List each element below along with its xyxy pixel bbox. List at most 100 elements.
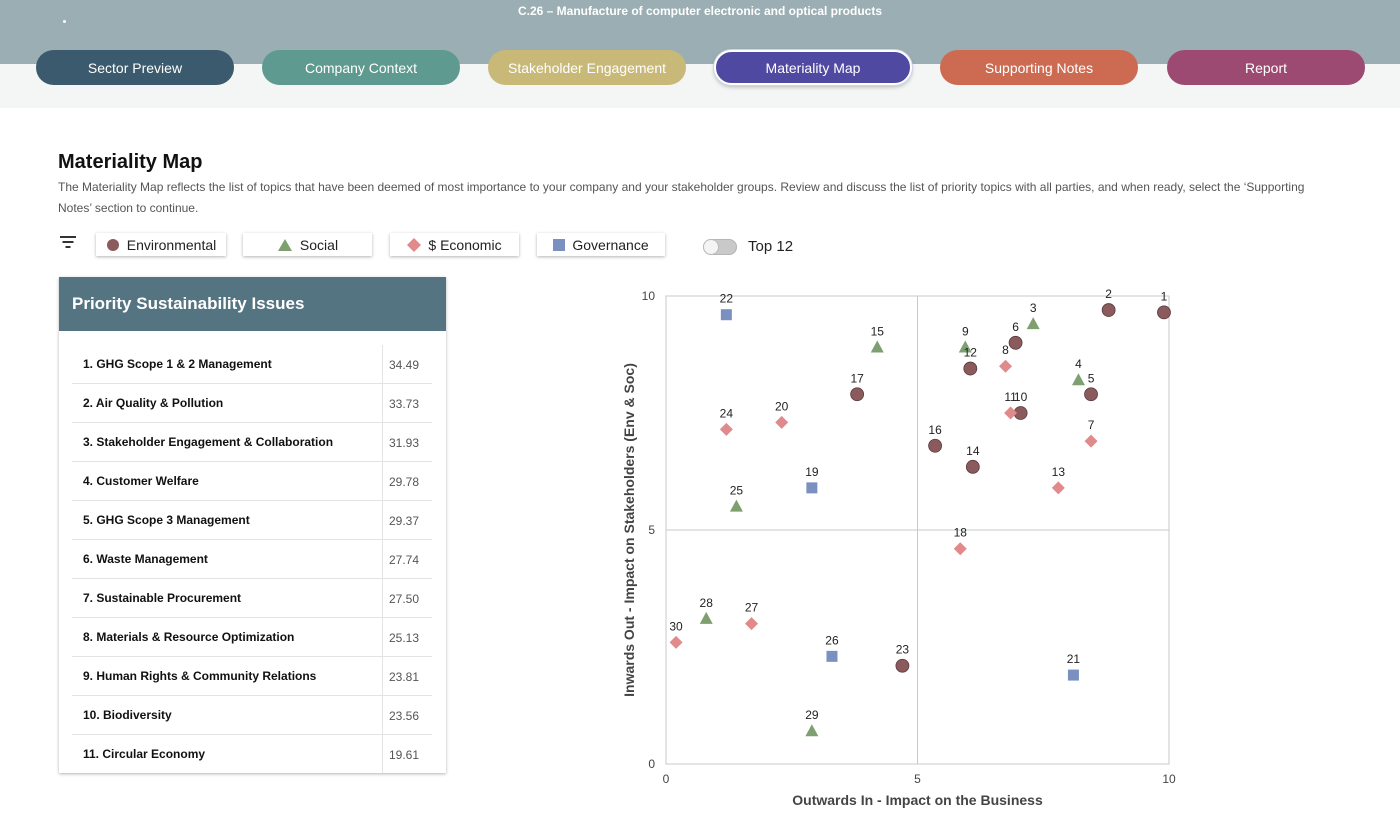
issue-row[interactable]: 3. Stakeholder Engagement & Collaboratio… xyxy=(72,423,432,462)
point-economic xyxy=(1051,481,1065,495)
point-social xyxy=(1071,373,1085,386)
point-economic xyxy=(669,635,683,649)
point-governance xyxy=(1067,669,1079,681)
legend-chip-economic[interactable]: $ Economic xyxy=(390,233,519,256)
point-label: 1 xyxy=(1161,289,1168,303)
point-economic xyxy=(953,542,967,556)
issue-row[interactable]: 5. GHG Scope 3 Management 29.37 xyxy=(72,501,432,540)
point-label: 18 xyxy=(954,526,968,540)
point-label: 19 xyxy=(805,465,819,479)
point-label: 25 xyxy=(730,484,744,498)
issue-name: 8. Materials & Resource Optimization xyxy=(83,630,295,644)
point-label: 27 xyxy=(745,601,759,615)
point-social xyxy=(1026,317,1040,330)
tab-sector-preview[interactable]: Sector Preview xyxy=(36,50,234,85)
issue-row[interactable]: 9. Human Rights & Community Relations 23.… xyxy=(72,657,432,696)
issue-score: 29.78 xyxy=(382,462,432,500)
issue-row[interactable]: 11. Circular Economy 19.61 xyxy=(72,735,432,773)
y-axis-label: Inwards Out - Impact on Stakeholders (En… xyxy=(621,363,637,697)
diamond-icon xyxy=(407,237,422,252)
point-label: 29 xyxy=(805,708,819,722)
point-environmental xyxy=(963,361,978,376)
point-environmental xyxy=(928,438,943,453)
issue-row[interactable]: 6. Waste Management 27.74 xyxy=(72,540,432,579)
square-icon xyxy=(553,238,566,251)
issue-name: 11. Circular Economy xyxy=(83,747,206,761)
point-social xyxy=(958,340,972,353)
issue-name: 4. Customer Welfare xyxy=(83,474,199,488)
point-label: 30 xyxy=(669,619,683,633)
legend-chip-governance[interactable]: Governance xyxy=(537,233,665,256)
toggle-knob xyxy=(704,240,718,254)
point-label: 5 xyxy=(1088,371,1095,385)
point-label: 4 xyxy=(1075,357,1082,371)
y-tick-label: 0 xyxy=(648,757,655,771)
point-environmental xyxy=(965,459,980,474)
point-environmental xyxy=(850,387,865,402)
point-label: 6 xyxy=(1012,320,1019,334)
issue-row[interactable]: 2. Air Quality & Pollution 33.73 xyxy=(72,384,432,423)
issue-name: 5. GHG Scope 3 Management xyxy=(83,513,250,527)
x-axis-label: Outwards In - Impact on the Business xyxy=(792,792,1043,808)
issue-row[interactable]: 8. Materials & Resource Optimization 25.1… xyxy=(72,618,432,657)
tab-company-context[interactable]: Company Context xyxy=(262,50,460,85)
issue-row[interactable]: 1. GHG Scope 1 & 2 Management 34.49 xyxy=(72,345,432,384)
point-economic xyxy=(719,422,733,436)
triangle-icon xyxy=(277,238,292,251)
point-label: 15 xyxy=(871,324,885,338)
legend-chip-environmental[interactable]: Environmental xyxy=(96,233,226,256)
point-economic xyxy=(1084,434,1098,448)
point-social xyxy=(870,340,884,353)
point-environmental xyxy=(1008,335,1023,350)
point-economic xyxy=(745,617,759,631)
issue-row[interactable]: 10. Biodiversity 23.56 xyxy=(72,696,432,735)
issue-name: 6. Waste Management xyxy=(83,552,208,566)
point-governance xyxy=(720,309,732,321)
point-label: 16 xyxy=(928,423,942,437)
header-bar: C.26 – Manufacture of computer electroni… xyxy=(0,0,1400,64)
tab-stakeholder-engagement[interactable]: Stakeholder Engagement xyxy=(488,50,686,85)
top-12-toggle[interactable] xyxy=(703,239,737,255)
legend-chip-label: Social xyxy=(299,236,339,253)
legend-chip-label: $ Economic xyxy=(428,236,502,253)
section-tabs: Sector Preview Company Context Stakehold… xyxy=(36,50,1366,86)
point-social xyxy=(699,611,713,624)
issue-score: 33.73 xyxy=(382,384,432,422)
point-environmental xyxy=(1101,303,1116,317)
y-tick-label: 5 xyxy=(648,523,655,537)
point-label: 3 xyxy=(1030,301,1037,315)
point-label: 8 xyxy=(1002,343,1009,357)
legend-chip-label: Environmental xyxy=(126,236,217,253)
issue-score: 29.37 xyxy=(382,501,432,539)
point-label: 14 xyxy=(966,444,980,458)
point-governance xyxy=(826,650,838,662)
issue-score: 19.61 xyxy=(382,735,432,773)
tab-supporting-notes[interactable]: Supporting Notes xyxy=(940,50,1138,85)
point-label: 11 xyxy=(1004,390,1017,404)
issue-score: 23.81 xyxy=(382,657,432,695)
point-label: 24 xyxy=(720,406,734,420)
page-description: The Materiality Map reflects the list of… xyxy=(58,180,1305,215)
x-tick-label: 10 xyxy=(1162,772,1176,786)
point-social xyxy=(729,499,743,512)
tab-materiality-map[interactable]: Materiality Map xyxy=(714,50,912,85)
legend-chip-social[interactable]: Social xyxy=(243,233,372,256)
materiality-chart: 0 5 10 0 5 10 Outwards In - Impact on the Busi… xyxy=(621,287,1176,808)
issue-name: 2. Air Quality & Pollution xyxy=(83,396,224,410)
filter-icon[interactable] xyxy=(60,236,76,248)
issue-name: 10. Biodiversity xyxy=(83,708,172,722)
sector-title: C.26 – Manufacture of computer electroni… xyxy=(517,4,883,18)
issue-row[interactable]: 4. Customer Welfare 29.78 xyxy=(72,462,432,501)
point-label: 21 xyxy=(1067,652,1081,666)
point-label: 17 xyxy=(850,371,864,385)
issue-score: 27.50 xyxy=(382,579,432,617)
point-governance xyxy=(806,482,818,494)
point-label: 9 xyxy=(962,324,969,338)
point-label: 10 xyxy=(1014,390,1028,404)
panel-title: Priority Sustainability Issues xyxy=(59,277,446,331)
point-environmental xyxy=(1157,305,1171,320)
point-economic xyxy=(775,415,789,429)
page-title: Materiality Map xyxy=(58,151,203,173)
issue-row[interactable]: 7. Sustainable Procurement 27.50 xyxy=(72,579,432,618)
tab-report[interactable]: Report xyxy=(1167,50,1365,85)
